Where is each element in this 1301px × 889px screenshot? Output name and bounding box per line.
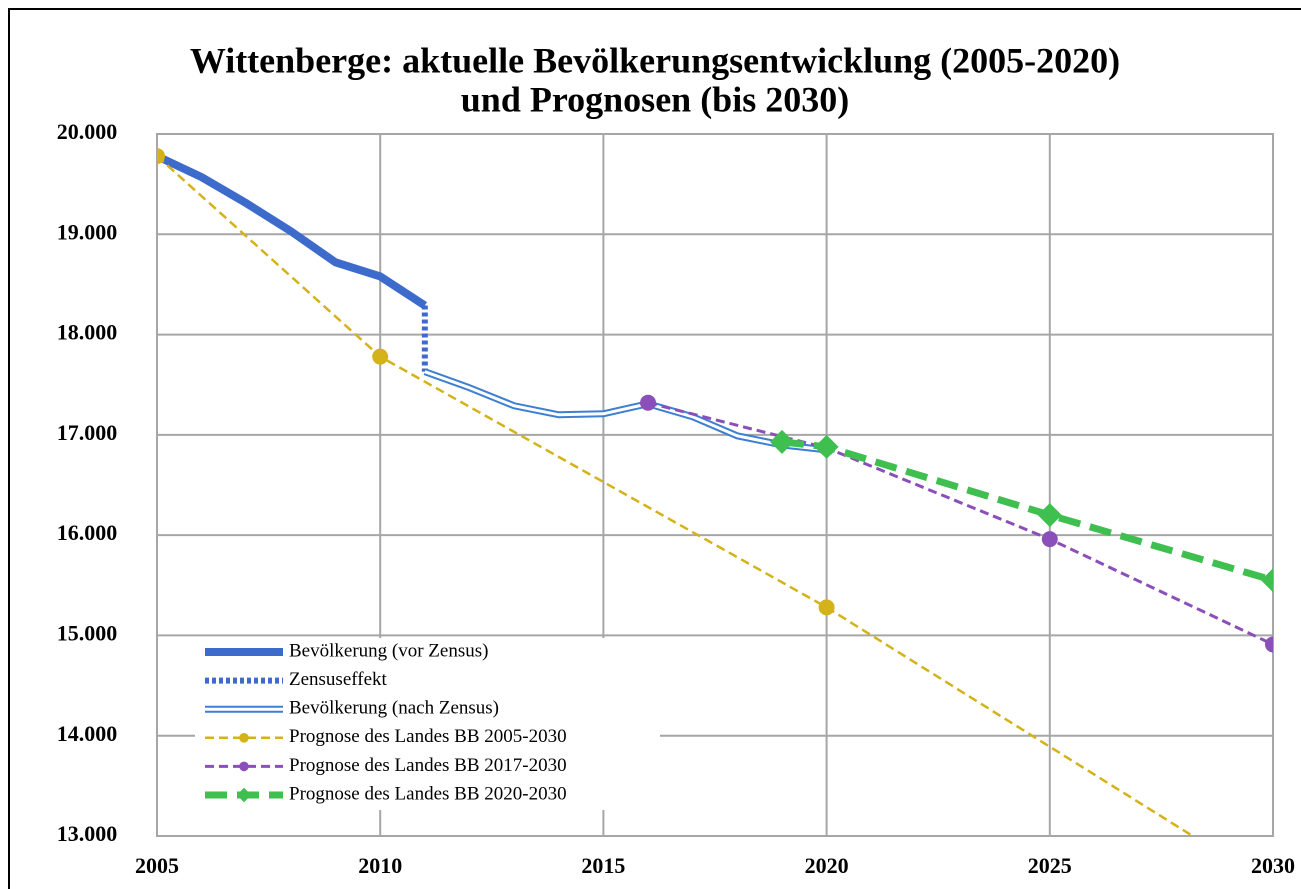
legend-label: Prognose des Landes BB 2020-2030: [289, 783, 567, 804]
y-tick-label: 13.000: [57, 821, 118, 846]
y-tick-label: 16.000: [57, 520, 118, 545]
point: [1037, 503, 1062, 528]
chart-title: und Prognosen (bis 2030): [461, 79, 849, 119]
x-tick-label: 2020: [805, 853, 849, 878]
y-tick-label: 18.000: [57, 320, 118, 345]
legend-label: Bevölkerung (nach Zensus): [289, 698, 499, 719]
y-tick-label: 20.000: [57, 119, 118, 144]
point: [1265, 878, 1281, 889]
legend-marker: [239, 733, 249, 743]
x-tick-label: 2010: [358, 853, 402, 878]
point: [372, 348, 389, 365]
legend-label: Zensuseffekt: [289, 669, 388, 690]
plot-border: [156, 133, 1274, 837]
point: [769, 429, 794, 454]
point: [1041, 531, 1058, 548]
y-tick-label: 17.000: [57, 420, 118, 445]
legend-box: [195, 638, 660, 810]
legend-label: Bevölkerung (vor Zensus): [289, 640, 488, 661]
y-tick-label: 14.000: [57, 721, 118, 746]
legend-marker: [239, 761, 249, 772]
line: [647, 401, 1273, 646]
y-tick-label: 15.000: [57, 620, 118, 645]
point: [814, 434, 839, 459]
point: [818, 599, 835, 616]
line-inner: [424, 370, 827, 452]
legend-marker: [236, 787, 252, 803]
point: [640, 394, 657, 411]
point: [1265, 636, 1273, 653]
line: [157, 152, 428, 309]
x-tick-label: 2025: [1028, 853, 1072, 878]
x-tick-label: 2030: [1251, 853, 1295, 878]
legend-label: Prognose des Landes BB 2005-2030: [289, 726, 567, 747]
point: [1261, 568, 1273, 593]
x-tick-label: 2015: [581, 853, 625, 878]
line: [423, 368, 827, 454]
plot-area: [157, 148, 1281, 889]
y-tick-label: 19.000: [57, 219, 118, 244]
point: [157, 148, 165, 165]
legend-label: Prognose des Landes BB 2017-2030: [289, 755, 567, 776]
line: [781, 438, 1273, 584]
chart-title: Wittenberge: aktuelle Bevölkerungsentwic…: [190, 40, 1120, 80]
frame: [8, 8, 1301, 889]
x-tick-label: 2005: [135, 853, 179, 878]
